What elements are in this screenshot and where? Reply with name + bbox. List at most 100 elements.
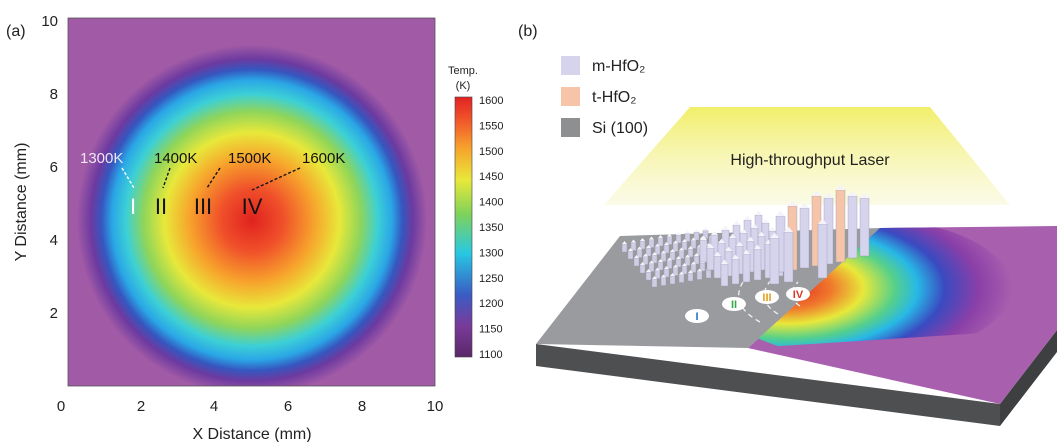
heatmap [68,18,435,386]
panel-b-label: (b) [518,23,538,40]
colorbar-tick-label: 1150 [479,324,503,336]
x-tick: 10 [427,398,444,415]
m-hfo2-pillar-short [663,266,670,278]
zone-markers: I II III IV [685,287,810,323]
colorbar-tick-label: 1550 [479,120,503,132]
x-tick: 4 [210,398,218,415]
m-hfo2-pillar-short [642,253,649,265]
m-hfo2-pillar-short [690,261,697,273]
m-hfo2-pillar-short [663,242,670,254]
y-axis-label: Y Distance (mm) [13,143,30,262]
colorbar-tick-label: 1200 [479,298,503,310]
m-hfo2-pillar-short [684,230,691,242]
m-hfo2-pillar-short [678,271,685,283]
colorbar-tick-label: 1400 [479,197,503,209]
label-1400k: 1400K [154,150,197,167]
colorbar-tick-label: 1500 [479,146,503,158]
substrate-side-front [536,344,1000,426]
m-hfo2-pillar-tall [847,190,858,259]
m-hfo2-pillar-short [636,246,643,258]
leader-1400k [162,167,171,189]
legend-label-t-hfo2: t-HfO₂ [592,89,636,106]
m-hfo2-pillar-short [672,264,679,276]
m-hfo2-pillar-medium [742,249,751,283]
x-tick: 6 [284,398,292,415]
m-hfo2-pillar-short [693,229,700,241]
hfo2-pillars [621,184,870,288]
colorbar-tick-label: 1300 [479,247,503,259]
m-hfo2-pillar-tall [817,218,828,279]
m-hfo2-pillar-short [681,239,688,251]
m-hfo2-pillar-short [666,233,673,245]
label-1300k: 1300K [80,150,123,167]
colorbar-tick-label: 1100 [479,349,503,361]
m-hfo2-pillar-short [669,273,676,285]
zone-marker-ii: II [731,299,737,311]
heatmap-hotspot [77,45,427,386]
zone-marker-i: I [695,311,698,323]
m-hfo2-pillar-short [654,267,661,279]
zone-numeral-iii: III [194,194,212,219]
m-hfo2-pillar-short [693,253,700,265]
legend-swatch-m-hfo2 [561,56,580,75]
m-hfo2-pillar-short [672,240,679,252]
m-hfo2-pillar-medium [706,243,715,271]
m-hfo2-pillar-short [657,235,664,247]
legend-swatch-si [561,118,580,137]
colorbar-gradient [454,96,473,358]
zone-numeral-ii: II [155,194,167,219]
colorbar-title: Temp. [448,65,478,77]
m-hfo2-pillar-medium [699,235,708,263]
m-hfo2-pillar-short [639,262,646,274]
y-tick: 8 [50,86,58,103]
colorbar-tick-label: 1250 [479,273,503,285]
zone-marker-iv: IV [793,289,804,301]
y-tick: 6 [50,159,58,176]
m-hfo2-pillar-medium [720,259,729,287]
m-hfo2-pillar-short [648,236,655,248]
m-hfo2-pillar-short [651,276,658,288]
m-hfo2-pillar-short [648,260,655,272]
leader-1300k [121,167,135,189]
colorbar: Temp. (K) 1600 1550 1500 1450 1400 1350 1300 12… [448,65,503,361]
colorbar-unit: (K) [456,80,471,92]
m-hfo2-pillar-short [675,232,682,244]
m-hfo2-pillar-short [687,270,694,282]
label-1500k: 1500K [228,150,271,167]
m-hfo2-pillar-tall [799,202,810,269]
m-hfo2-pillar-short [669,249,676,261]
m-hfo2-pillar-short [645,269,652,281]
x-tick: 2 [137,398,145,415]
m-hfo2-pillar-short [645,245,652,257]
x-tick: 0 [57,398,65,415]
panel-a-label: (a) [6,23,26,40]
m-hfo2-pillar-short [639,238,646,250]
zone-numeral-iv: IV [242,194,263,219]
zone-arcs [738,267,801,323]
plot-frame [67,17,436,387]
m-hfo2-pillar-short [696,268,703,280]
m-hfo2-pillar-short [660,274,667,286]
m-hfo2-pillar-short [660,250,667,262]
m-hfo2-pillar-short [678,247,685,259]
y-tick: 2 [50,305,58,322]
m-hfo2-pillar-short [630,239,637,251]
y-tick: 4 [50,232,58,249]
substrate-side-right [1000,330,1057,426]
m-hfo2-pillar-medium [713,251,722,279]
laser-beam-plane [604,107,1010,205]
m-hfo2-pillar-short [681,263,688,275]
leader-1600k [251,167,301,191]
m-hfo2-pillar-tall [769,232,780,285]
x-axis-label: X Distance (mm) [192,426,311,442]
x-tick: 8 [358,398,366,415]
x-axis: 0 2 4 6 8 10 [57,398,444,415]
m-hfo2-pillar-short [633,255,640,267]
legend: m-HfO₂ t-HfO₂ Si (100) [561,56,648,137]
colorbar-tick-label: 1450 [479,171,503,183]
m-hfo2-pillar-short [666,257,673,269]
m-hfo2-pillar-short [657,259,664,271]
legend-label-m-hfo2: m-HfO₂ [592,58,645,75]
m-hfo2-pillar-short [690,237,697,249]
